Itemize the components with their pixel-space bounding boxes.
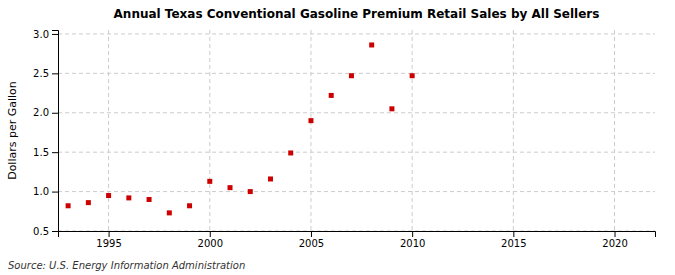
tick-label: 1.0 [33,186,49,197]
point [207,179,212,184]
tick-mark [513,231,514,237]
tick-mark [52,192,58,193]
tick: 2010 [400,231,425,249]
point [369,42,374,47]
tick-label: 2.0 [33,107,49,118]
tick: 2.5 [33,68,58,79]
source: Source: U.S. Energy Information Administ… [8,260,245,271]
tick-mark [52,113,58,114]
point [167,210,172,215]
point [147,197,152,202]
tick: 2015 [501,231,526,249]
grid-line [614,30,615,231]
tick: 2000 [198,231,223,249]
grid [58,30,655,231]
grid-line [58,152,655,153]
point [126,195,131,200]
point [389,106,394,111]
grid-line [310,30,311,231]
tick-mark [52,152,58,153]
tick: 3.0 [33,29,58,40]
point [86,200,91,205]
tick: 0.5 [33,226,58,237]
tick-mark [52,73,58,74]
point [106,193,111,198]
x-axis: 1995 2000 2005 2010 2015 2020 [59,231,656,249]
tick-mark [109,231,110,237]
grid-line [412,30,413,231]
plot: 1995 2000 2005 2010 2015 2020 0.5 1.0 1.5 2.0 2.5 3… [33,29,655,249]
tick-label: 2010 [400,238,425,249]
title: Annual Texas Conventional Gasoline Premi… [114,7,600,21]
tick-mark [412,231,413,237]
tick-mark [52,34,58,35]
tick-label: 1995 [96,238,121,249]
points [66,42,415,215]
tick: 2.0 [33,107,58,118]
tick: 1.5 [33,147,58,158]
y-axis: 0.5 1.0 1.5 2.0 2.5 3.0 [33,29,58,237]
axis-line [52,31,59,232]
point [268,176,273,181]
tick-label: 2.5 [33,68,49,79]
tick: 2020 [602,231,627,249]
point [329,93,334,98]
grid-line [58,73,655,74]
tick-mark [210,231,211,237]
tick-label: 1.5 [33,147,49,158]
tick-label: 0.5 [33,226,49,237]
point [288,150,293,155]
grid-line [108,30,109,231]
tick-label: 2005 [299,238,324,249]
tick-mark [311,231,312,237]
grid-line [58,33,655,34]
grid-line [58,112,655,113]
point [410,73,415,78]
tick: 2005 [299,231,324,249]
tick-label: 3.0 [33,29,49,40]
grid-line [513,30,514,231]
point [308,118,313,123]
chart: 1995 2000 2005 2010 2015 2020 0.5 1.0 1.5 2.0 2.5 3… [0,0,675,275]
axis-line [59,232,656,238]
point [66,203,71,208]
tick: 1995 [96,231,121,249]
point [228,185,233,190]
tick-label: 2020 [602,238,627,249]
tick-mark [52,231,58,232]
tick-label: 2000 [198,238,223,249]
point [349,73,354,78]
tick: 1.0 [33,186,58,197]
y-axis-title: Dollars per Gallon [6,81,19,180]
point [187,203,192,208]
tick-mark [615,231,616,237]
tick-label: 2015 [501,238,526,249]
grid-line [209,30,210,231]
point [248,189,253,194]
grid-line [58,191,655,192]
